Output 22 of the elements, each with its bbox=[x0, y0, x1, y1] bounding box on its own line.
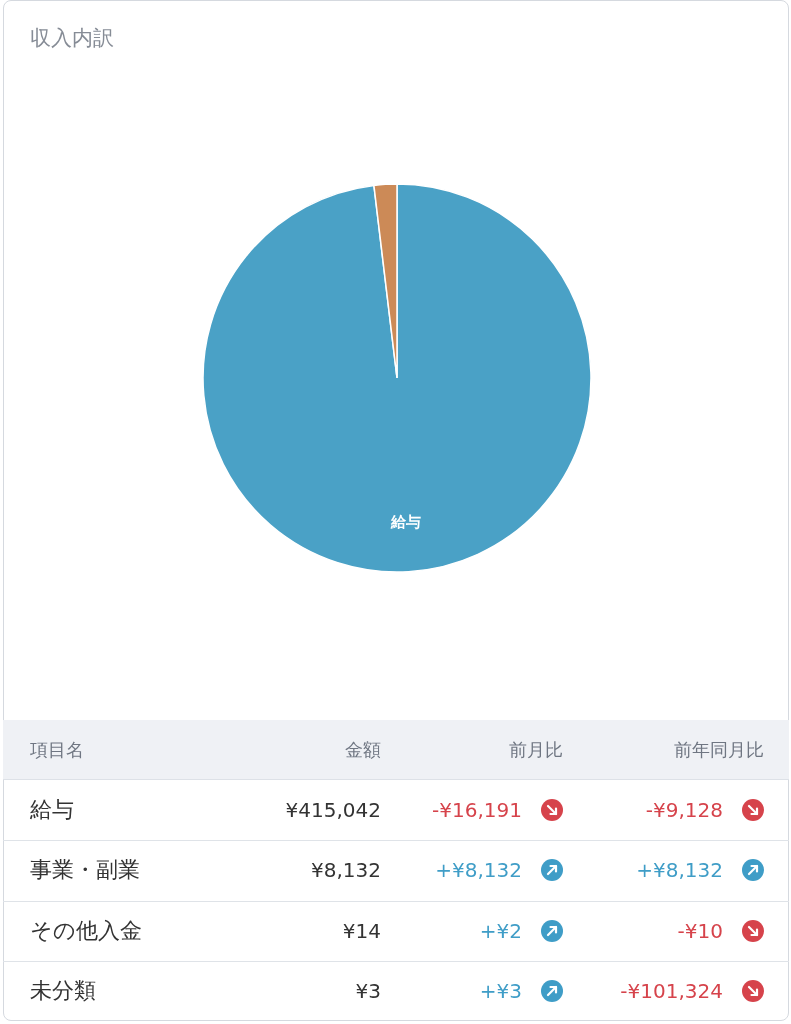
data-label: ¥14 bbox=[342, 917, 381, 945]
data-label: -¥101,324 bbox=[620, 977, 723, 1005]
data-label: ¥8,132 bbox=[311, 857, 381, 885]
chart-title: 収入内訳 bbox=[30, 25, 114, 52]
category-label: 未分類 bbox=[30, 976, 96, 1005]
data-label: ¥3 bbox=[355, 977, 381, 1005]
text: 項目名 bbox=[30, 738, 84, 762]
text: 前年同月比 bbox=[674, 738, 764, 762]
text: 前月比 bbox=[509, 738, 563, 762]
data-label: +¥8,132 bbox=[636, 857, 723, 885]
data-label: +¥8,132 bbox=[435, 857, 522, 885]
data-label: +¥3 bbox=[479, 977, 522, 1005]
data-label: +¥2 bbox=[479, 917, 522, 945]
slice-label: 給与 bbox=[389, 513, 421, 532]
category-label: 給与 bbox=[30, 796, 74, 824]
data-label: -¥16,191 bbox=[432, 797, 522, 824]
category-label: 事業・副業 bbox=[30, 856, 140, 885]
category-label: その他入金 bbox=[30, 916, 142, 945]
data-label: -¥10 bbox=[677, 917, 723, 945]
data-label: ¥415,042 bbox=[285, 797, 381, 824]
text: 金額 bbox=[345, 738, 381, 762]
data-label: -¥9,128 bbox=[645, 797, 723, 824]
